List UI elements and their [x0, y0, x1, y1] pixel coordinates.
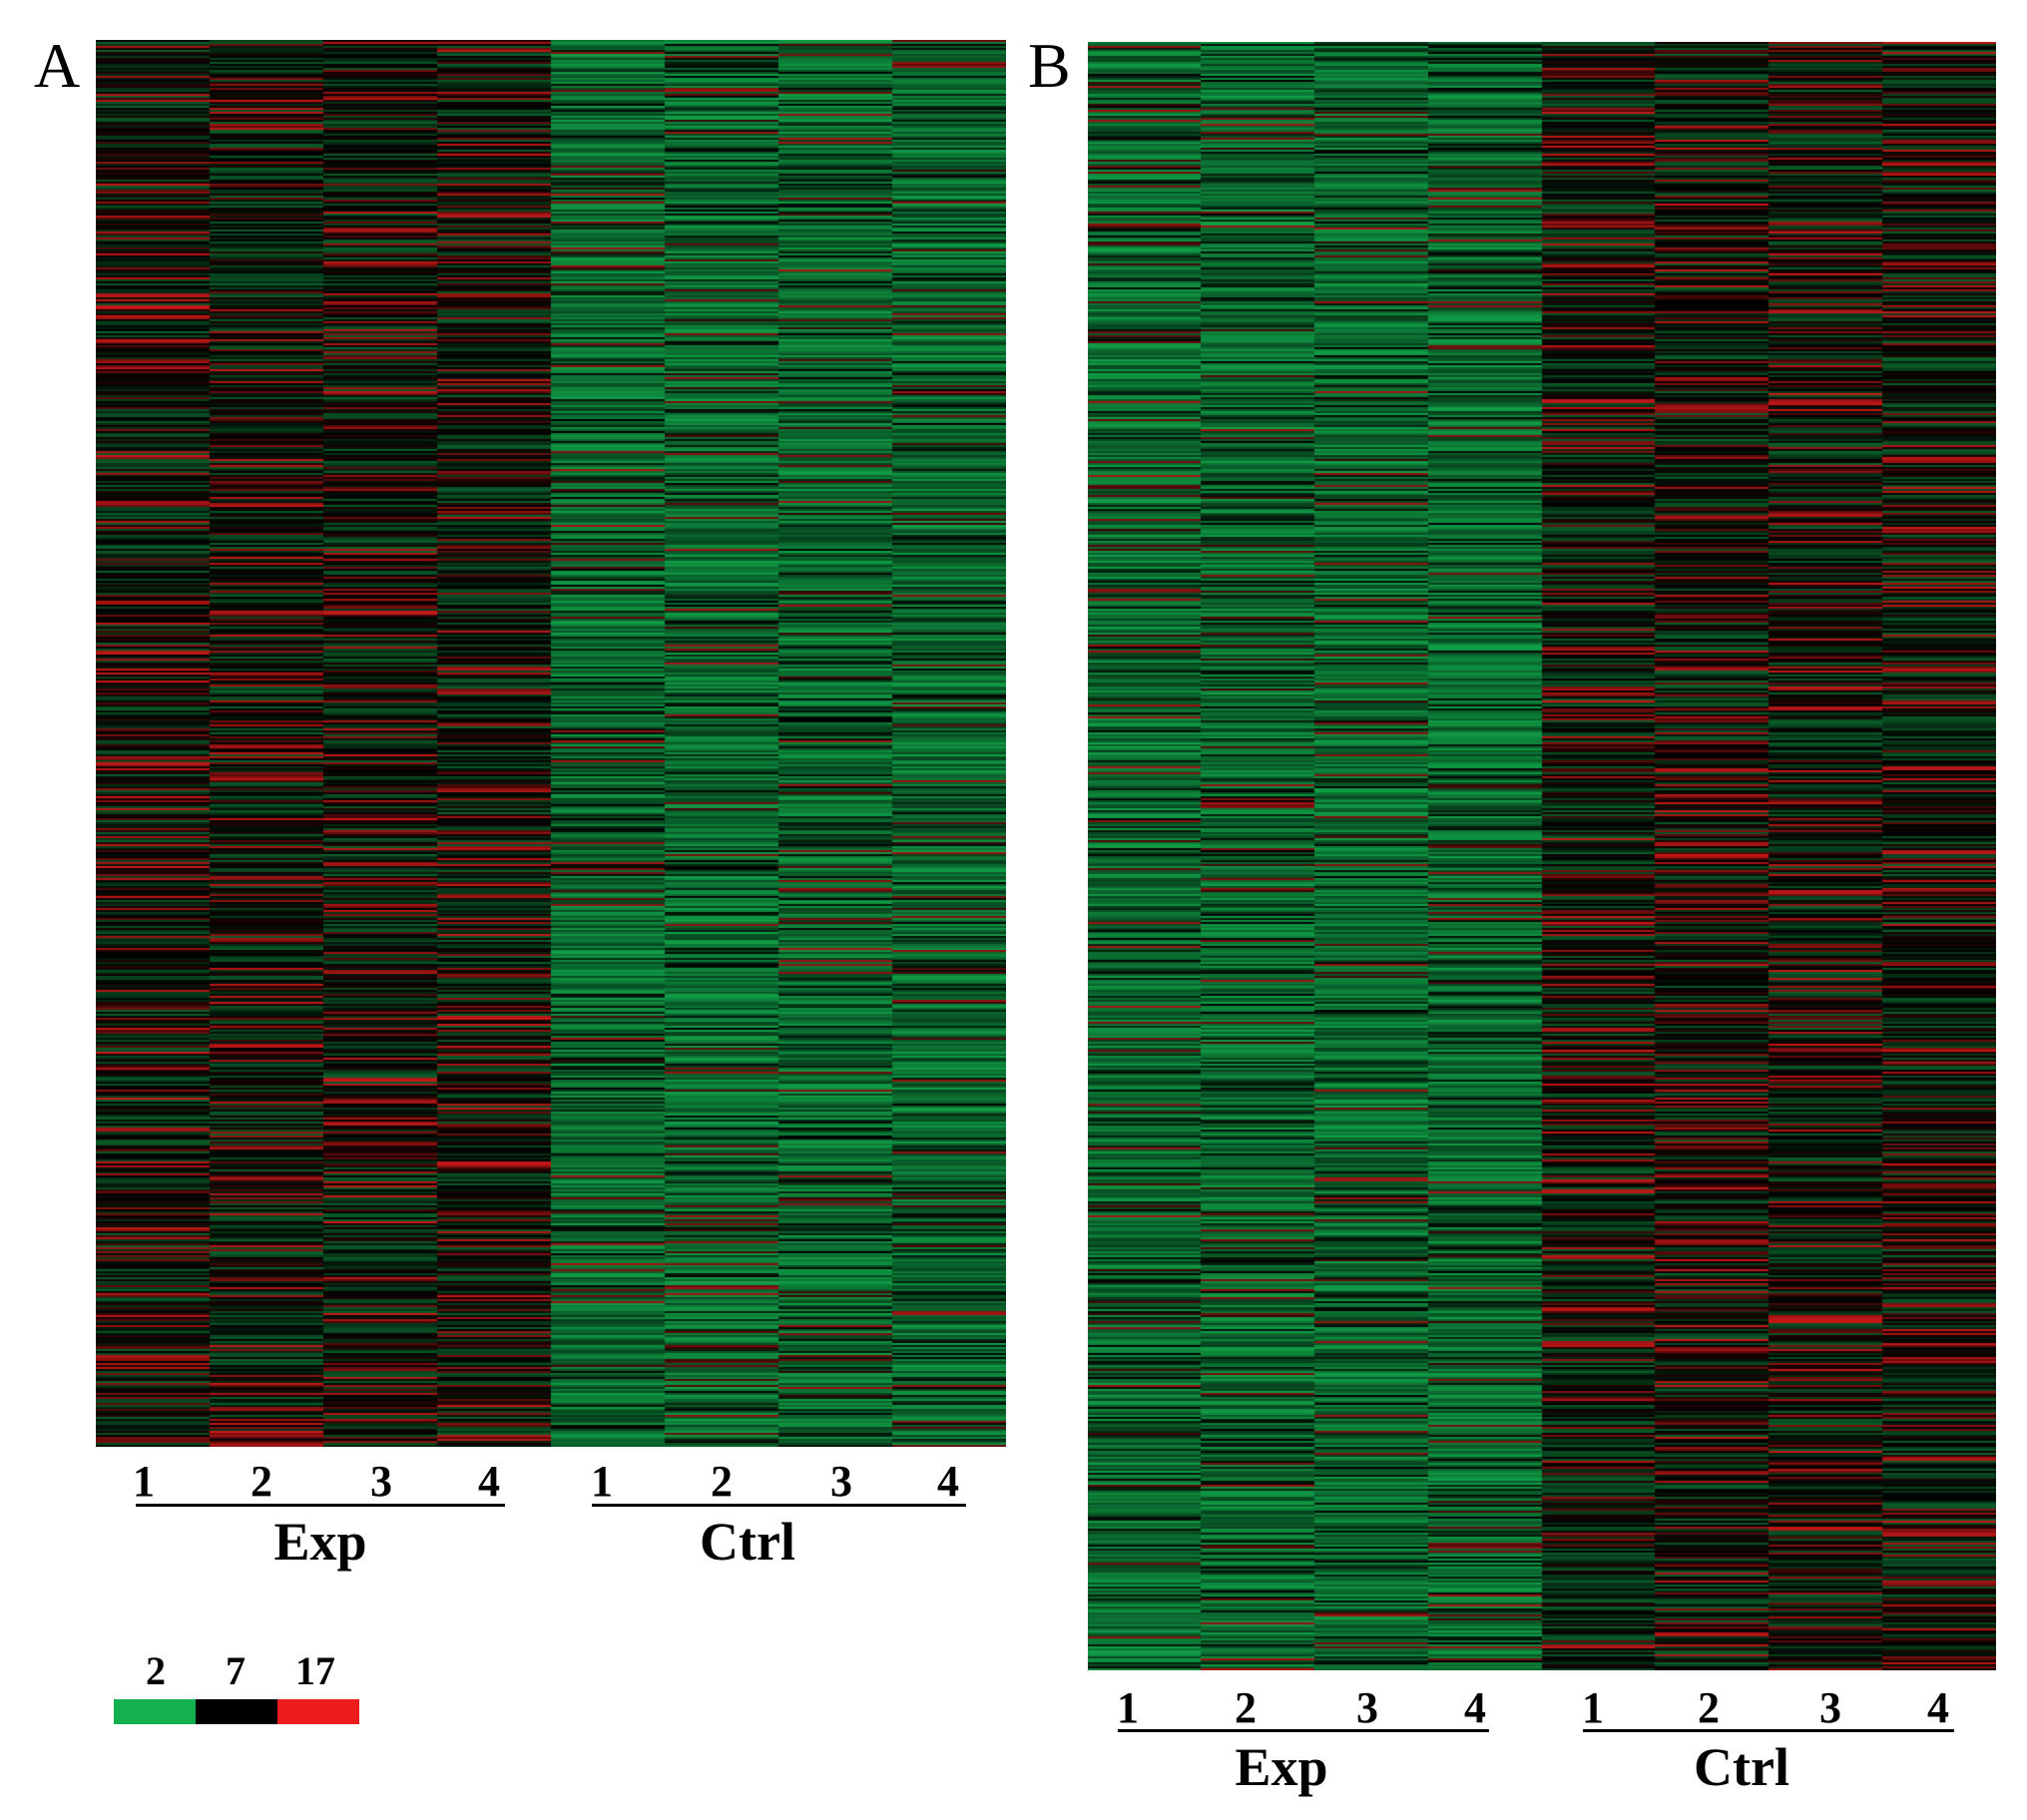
group-label-a-ctrl: Ctrl [700, 1512, 795, 1572]
column-label-a-ctrl-3: 3 [830, 1457, 852, 1506]
column-label-b-ctrl-2: 2 [1698, 1683, 1720, 1732]
legend-tick-high: 17 [295, 1648, 335, 1693]
legend-swatch-high [277, 1699, 359, 1724]
column-label-b-exp-2: 2 [1235, 1683, 1257, 1732]
group-line-a-exp [136, 1504, 505, 1507]
column-label-b-ctrl-3: 3 [1819, 1683, 1841, 1732]
column-label-a-ctrl-4: 4 [937, 1457, 959, 1506]
color-scale-legend [114, 1699, 359, 1724]
column-label-b-ctrl-4: 4 [1927, 1683, 1949, 1732]
panel-letter-a: A [34, 30, 81, 101]
group-label-b-ctrl: Ctrl [1694, 1737, 1789, 1797]
heatmap-b [1088, 42, 1996, 1670]
column-label-a-ctrl-1: 1 [591, 1457, 613, 1506]
group-line-b-exp [1118, 1729, 1489, 1732]
column-label-b-ctrl-1: 1 [1582, 1683, 1604, 1732]
legend-swatch-mid [196, 1699, 277, 1724]
column-label-a-exp-3: 3 [370, 1457, 392, 1506]
column-label-a-exp-4: 4 [478, 1457, 500, 1506]
column-label-b-exp-3: 3 [1356, 1683, 1378, 1732]
group-line-b-ctrl [1583, 1729, 1954, 1732]
legend-tick-mid: 7 [226, 1648, 246, 1693]
group-label-b-exp: Exp [1235, 1737, 1328, 1797]
column-label-a-exp-1: 1 [133, 1457, 155, 1506]
column-label-b-exp-4: 4 [1464, 1683, 1486, 1732]
column-label-a-exp-2: 2 [251, 1457, 272, 1506]
column-label-a-ctrl-2: 2 [711, 1457, 733, 1506]
heatmap-a [96, 40, 1006, 1447]
group-line-a-ctrl [592, 1504, 966, 1507]
legend-tick-low: 2 [146, 1648, 166, 1693]
panel-letter-b: B [1028, 30, 1071, 101]
column-label-b-exp-1: 1 [1117, 1683, 1139, 1732]
legend-swatch-low [114, 1699, 196, 1724]
group-label-a-exp: Exp [273, 1512, 367, 1572]
